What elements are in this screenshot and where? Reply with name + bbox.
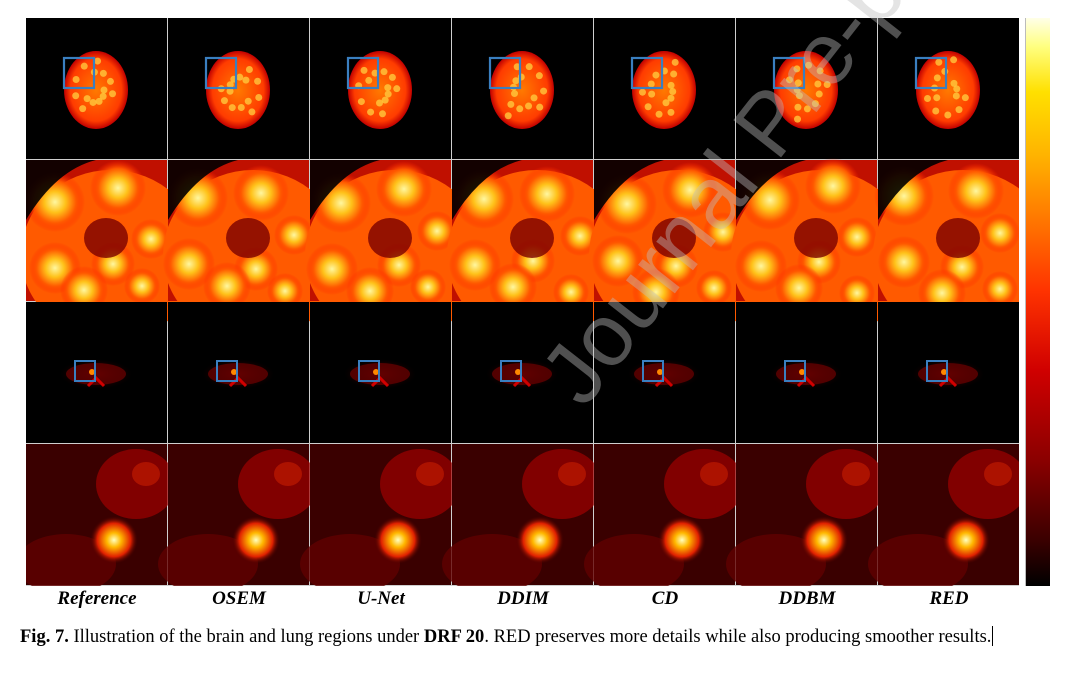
lung-zoom-panel-u-net	[300, 444, 460, 586]
brain-zoom-panel-red	[873, 160, 1019, 340]
text-cursor	[992, 626, 994, 646]
column-label-cd: CD	[651, 588, 679, 609]
image-grid-svg	[26, 18, 1019, 586]
brain-zoom-panel-ddim	[447, 160, 627, 340]
roi-box	[346, 56, 380, 90]
lung-slice-panel-red	[878, 302, 1019, 443]
lung-zoom-panel-cd	[584, 444, 744, 586]
caption-text-before: Illustration of the brain and lung regio…	[68, 627, 424, 647]
caption-text-after: . RED preserves more details while also …	[484, 627, 992, 647]
lung-slice-panel-osem	[168, 302, 309, 443]
caption-label: Fig. 7.	[20, 627, 69, 647]
column-label-ddim: DDIM	[497, 588, 549, 609]
roi-box	[62, 56, 96, 90]
column-label-u-net: U-Net	[357, 588, 405, 609]
roi-box	[772, 56, 806, 90]
lung-slice-panel-ddim	[452, 302, 593, 443]
roi-box	[784, 360, 806, 382]
column-label-reference: Reference	[57, 588, 137, 609]
lung-zoom-panel-red	[868, 444, 1019, 586]
column-label-osem: OSEM	[212, 588, 266, 609]
lung-zoom-panel-osem	[158, 444, 318, 586]
column-label-red: RED	[929, 588, 969, 609]
lung-zoom-panel-ddim	[442, 444, 602, 586]
caption-bold-term: DRF 20	[423, 627, 485, 647]
lung-slice-panel-u-net	[310, 302, 451, 443]
lung-slice-panel-ddbm	[736, 302, 877, 443]
roi-box	[642, 360, 664, 382]
roi-box	[488, 56, 522, 90]
brain-zoom-panel-osem	[163, 160, 343, 340]
brain-slice-panel-reference	[26, 18, 167, 159]
roi-box	[630, 56, 664, 90]
roi-box	[358, 360, 380, 382]
brain-zoom-panel-reference	[26, 160, 201, 340]
figure-caption: Fig. 7. Illustration of the brain and lu…	[20, 624, 1056, 650]
column-label-ddbm: DDBM	[778, 588, 836, 609]
roi-box	[74, 360, 96, 382]
colorbar	[1025, 18, 1050, 586]
roi-box	[914, 56, 948, 90]
brain-slice-panel-red	[878, 18, 1019, 159]
roi-box	[926, 360, 948, 382]
lung-slice-panel-cd	[594, 302, 735, 443]
roi-box	[500, 360, 522, 382]
lung-slice-panel-reference	[26, 302, 167, 443]
brain-slice-panel-u-net	[310, 18, 451, 159]
brain-zoom-panel-u-net	[305, 160, 485, 340]
lung-zoom-panel-ddbm	[726, 444, 886, 586]
brain-slice-panel-ddim	[452, 18, 593, 159]
brain-slice-panel-ddbm	[736, 18, 877, 159]
brain-slice-panel-cd	[594, 18, 735, 159]
brain-zoom-panel-ddbm	[731, 158, 911, 340]
roi-box	[216, 360, 238, 382]
image-grid	[26, 18, 1019, 586]
roi-box	[204, 56, 238, 90]
lung-zoom-panel-reference	[26, 444, 176, 586]
brain-slice-panel-osem	[168, 18, 309, 159]
